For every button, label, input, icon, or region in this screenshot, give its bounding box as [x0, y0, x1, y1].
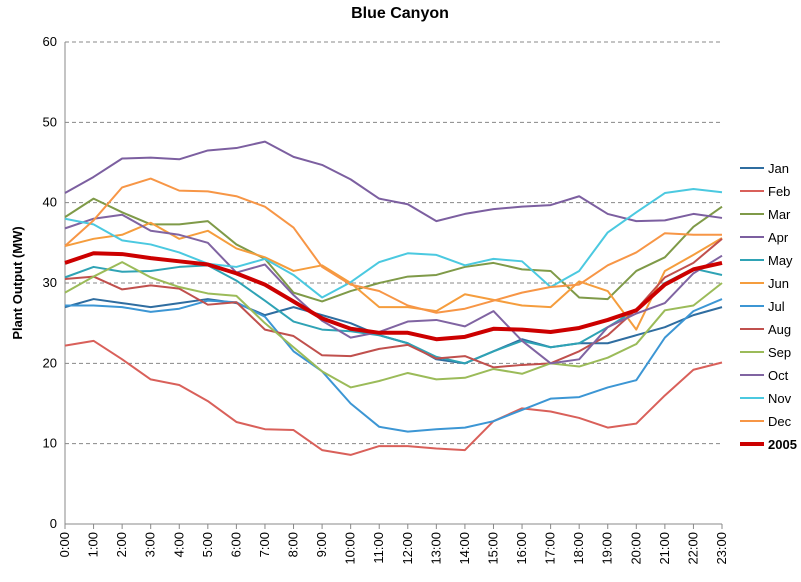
x-tick-label: 1:00 — [86, 532, 101, 557]
x-tick-label: 7:00 — [257, 532, 272, 557]
series-line — [64, 188, 723, 299]
x-tick-label: 9:00 — [314, 532, 329, 557]
x-tick-label: 23:00 — [714, 532, 729, 565]
x-tick-label: 0:00 — [57, 532, 72, 557]
x-tick-label: 2:00 — [114, 532, 129, 557]
legend-label: Jan — [768, 161, 789, 176]
x-tick-label: 22:00 — [685, 532, 700, 565]
series-line — [65, 298, 723, 433]
legend-label: 2005 — [768, 437, 797, 452]
series-line — [64, 339, 723, 456]
legend-label: Aug — [768, 322, 791, 337]
series-line — [64, 213, 723, 365]
legend-label: Jul — [768, 299, 785, 314]
x-tick-label: 17:00 — [543, 532, 558, 565]
x-tick-label: 6:00 — [228, 532, 243, 557]
legend-label: Oct — [768, 368, 789, 383]
y-tick-label: 0 — [50, 516, 57, 531]
x-tick-label: 15:00 — [485, 532, 500, 565]
series-line — [64, 140, 723, 223]
y-tick-label: 50 — [43, 114, 57, 129]
y-tick-label: 30 — [43, 275, 57, 290]
series-line — [64, 177, 722, 314]
x-tick-label: 13:00 — [428, 532, 443, 565]
x-tick-label: 4:00 — [171, 532, 186, 557]
y-axis-label: Plant Output (MW) — [10, 226, 25, 339]
x-tick-label: 3:00 — [143, 532, 158, 557]
legend-label: Sep — [768, 345, 791, 360]
y-tick-label: 20 — [43, 355, 57, 370]
x-tick-label: 12:00 — [400, 532, 415, 565]
x-tick-label: 20:00 — [628, 532, 643, 565]
y-tick-label: 60 — [43, 34, 57, 49]
x-tick-label: 21:00 — [657, 532, 672, 565]
legend-label: Nov — [768, 391, 792, 406]
series-line — [64, 251, 723, 342]
legend-label: Apr — [768, 230, 789, 245]
x-tick-label: 16:00 — [514, 532, 529, 565]
x-tick-label: 10:00 — [343, 532, 358, 565]
series-line — [64, 261, 723, 389]
legend-label: May — [768, 253, 793, 268]
x-tick-label: 19:00 — [600, 532, 615, 565]
x-tick-label: 14:00 — [457, 532, 472, 565]
legend-label: Dec — [768, 414, 792, 429]
series-line — [64, 221, 723, 331]
x-tick-label: 5:00 — [200, 532, 215, 557]
chart-title: Blue Canyon — [351, 5, 449, 22]
y-tick-label: 40 — [43, 195, 57, 210]
x-tick-label: 18:00 — [571, 532, 586, 565]
series-line — [64, 238, 723, 369]
series-line — [64, 197, 723, 303]
legend-label: Jun — [768, 276, 789, 291]
x-tick-label: 8:00 — [286, 532, 301, 557]
legend-label: Feb — [768, 184, 790, 199]
x-tick-label: 11:00 — [371, 532, 386, 564]
legend-label: Mar — [768, 207, 791, 222]
y-tick-label: 10 — [43, 436, 57, 451]
